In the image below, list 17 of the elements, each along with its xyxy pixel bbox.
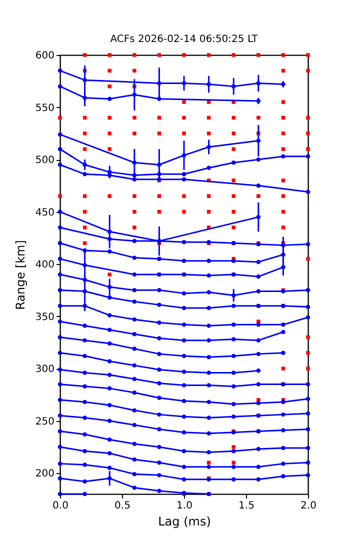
y-tick-label: 200 (35, 468, 54, 480)
x-tick-label: 1.0 (176, 500, 192, 512)
y-tick-label: 500 (35, 155, 54, 166)
x-tick-label: 1.5 (238, 500, 254, 512)
x-tick-label: 0.5 (114, 500, 130, 512)
x-tick-label: 0.0 (52, 500, 68, 512)
y-tick-label: 400 (35, 260, 54, 271)
y-tick-label: 350 (35, 312, 54, 323)
y-tick-label: 600 (35, 50, 54, 62)
x-axis-title: Lag (ms) (158, 514, 211, 528)
y-axis-title: Range [km] (13, 240, 28, 310)
chart-title: ACFs 2026-02-14 06:50:25 LT (110, 34, 259, 45)
y-tick-label: 300 (35, 364, 54, 376)
x-tick-label: 2.0 (300, 500, 316, 512)
y-tick-label: 550 (35, 102, 54, 114)
y-tick-label: 250 (35, 416, 54, 428)
y-tick-label: 450 (35, 207, 54, 218)
